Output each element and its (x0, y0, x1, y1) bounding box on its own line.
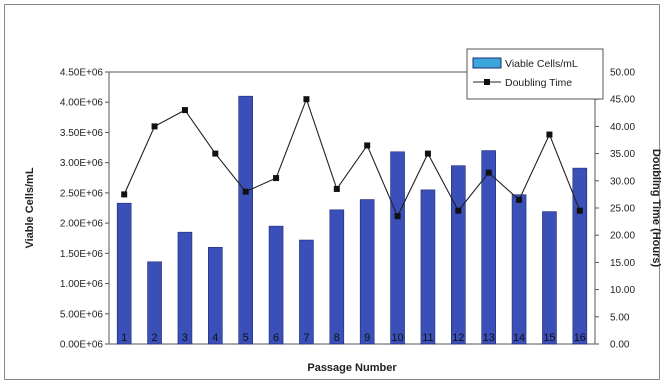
line-point-13 (485, 169, 492, 176)
bar-3 (177, 231, 193, 345)
category-label-9: 9 (364, 332, 370, 344)
category-label-14: 14 (513, 332, 525, 344)
category-label-1: 1 (121, 332, 127, 344)
category-label-3: 3 (182, 332, 188, 344)
y2-tick-label: 25.00 (610, 204, 635, 215)
x-axis-title: Passage Number (307, 362, 397, 374)
y-tick-label: 5.00E+06 (60, 309, 104, 320)
line-point-1 (121, 191, 128, 198)
bar-11 (420, 189, 436, 345)
bar-5 (238, 95, 253, 345)
line-point-6 (273, 175, 280, 182)
y-tick-label: 1.50E+06 (60, 249, 104, 260)
bar-9 (359, 199, 375, 345)
y-axis-ticks: 0.00E+06 5.00E+06 1.00E+06 1.50E+06 2.00E+06… (60, 68, 109, 351)
bar-8 (329, 209, 345, 345)
y-tick-label: 2.00E+06 (60, 219, 104, 230)
category-label-12: 12 (452, 332, 464, 344)
line-point-12 (455, 207, 462, 214)
y2-tick-label: 40.00 (610, 122, 635, 133)
line-point-8 (333, 185, 340, 192)
y-tick-label: 0.00E+06 (60, 340, 104, 351)
category-label-11: 11 (422, 332, 433, 344)
category-label-5: 5 (243, 332, 249, 344)
category-label-6: 6 (273, 332, 279, 344)
category-label-10: 10 (391, 332, 403, 344)
category-label-13: 13 (483, 332, 495, 344)
legend-bar-swatch (472, 57, 502, 69)
y2-axis-ticks: 0.00 5.00 10.00 15.00 20.00 25.00 30.00 35.00 40… (595, 68, 635, 351)
category-label-4: 4 (212, 332, 218, 344)
line-point-16 (576, 207, 583, 214)
legend-bar-label: Viable Cells/mL (505, 58, 578, 70)
y-tick-label: 2.50E+06 (60, 188, 104, 199)
bar-13 (481, 150, 496, 345)
category-label-2: 2 (152, 332, 158, 344)
line-series (121, 96, 583, 220)
bar-2 (147, 261, 162, 345)
bar-10 (390, 151, 405, 345)
category-label-15: 15 (543, 332, 555, 344)
bar-7 (299, 239, 314, 345)
legend: Viable Cells/mL Doubling Time (466, 48, 604, 100)
line-point-3 (181, 107, 188, 114)
line-point-9 (364, 142, 371, 149)
y2-tick-label: 10.00 (610, 285, 635, 296)
y-tick-label: 3.50E+06 (60, 128, 104, 139)
y2-tick-label: 0.00 (610, 340, 630, 351)
legend-line-label: Doubling Time (505, 77, 572, 89)
y2-tick-label: 35.00 (610, 149, 635, 160)
line-point-14 (516, 196, 523, 203)
bar-12 (451, 165, 466, 345)
y-tick-label: 1.00E+06 (60, 279, 104, 290)
y2-tick-label: 20.00 (610, 231, 635, 242)
y-axis-title: Viable Cells/mL (24, 167, 36, 248)
legend-box (466, 48, 604, 100)
y2-axis-title: Doubling Time (Hours) (650, 149, 661, 268)
line-point-15 (546, 131, 553, 138)
category-label-7: 7 (303, 332, 309, 344)
y-tick-label: 4.50E+06 (60, 68, 104, 79)
bar-16 (572, 167, 588, 345)
category-label-8: 8 (334, 332, 340, 344)
line-point-4 (212, 150, 219, 157)
y-tick-label: 4.00E+06 (60, 98, 104, 109)
y2-tick-label: 45.00 (610, 95, 635, 106)
bar-6 (268, 225, 284, 345)
line-point-7 (303, 96, 310, 103)
bar-1 (116, 202, 132, 345)
chart-svg: 1 2 3 4 5 6 7 8 9 10 11 12 13 14 15 16 0.00E+065.00E+06… (24, 48, 661, 374)
line-point-2 (151, 123, 158, 130)
y2-tick-label: 5.00 (610, 312, 630, 323)
legend-line-marker (484, 79, 490, 85)
line-point-11 (424, 150, 431, 157)
line-point-5 (242, 188, 249, 195)
bar-15 (542, 211, 557, 345)
category-label-16: 16 (574, 332, 586, 344)
bar-14 (511, 194, 527, 345)
category-labels: 1 2 3 4 5 6 7 8 9 10 11 12 13 14 15 16 (121, 332, 586, 344)
y2-tick-label: 30.00 (610, 176, 635, 187)
y2-tick-label: 50.00 (610, 68, 635, 79)
bar-4 (208, 246, 223, 345)
y-tick-label: 3.00E+06 (60, 158, 104, 169)
doubling-time-line (123, 97, 581, 218)
y2-tick-label: 15.00 (610, 258, 635, 269)
bar-series (116, 95, 588, 345)
chart-frame: 1 2 3 4 5 6 7 8 9 10 11 12 13 14 15 16 0.00E+06 5.00E+06… (4, 4, 661, 380)
line-point-10 (394, 213, 401, 220)
